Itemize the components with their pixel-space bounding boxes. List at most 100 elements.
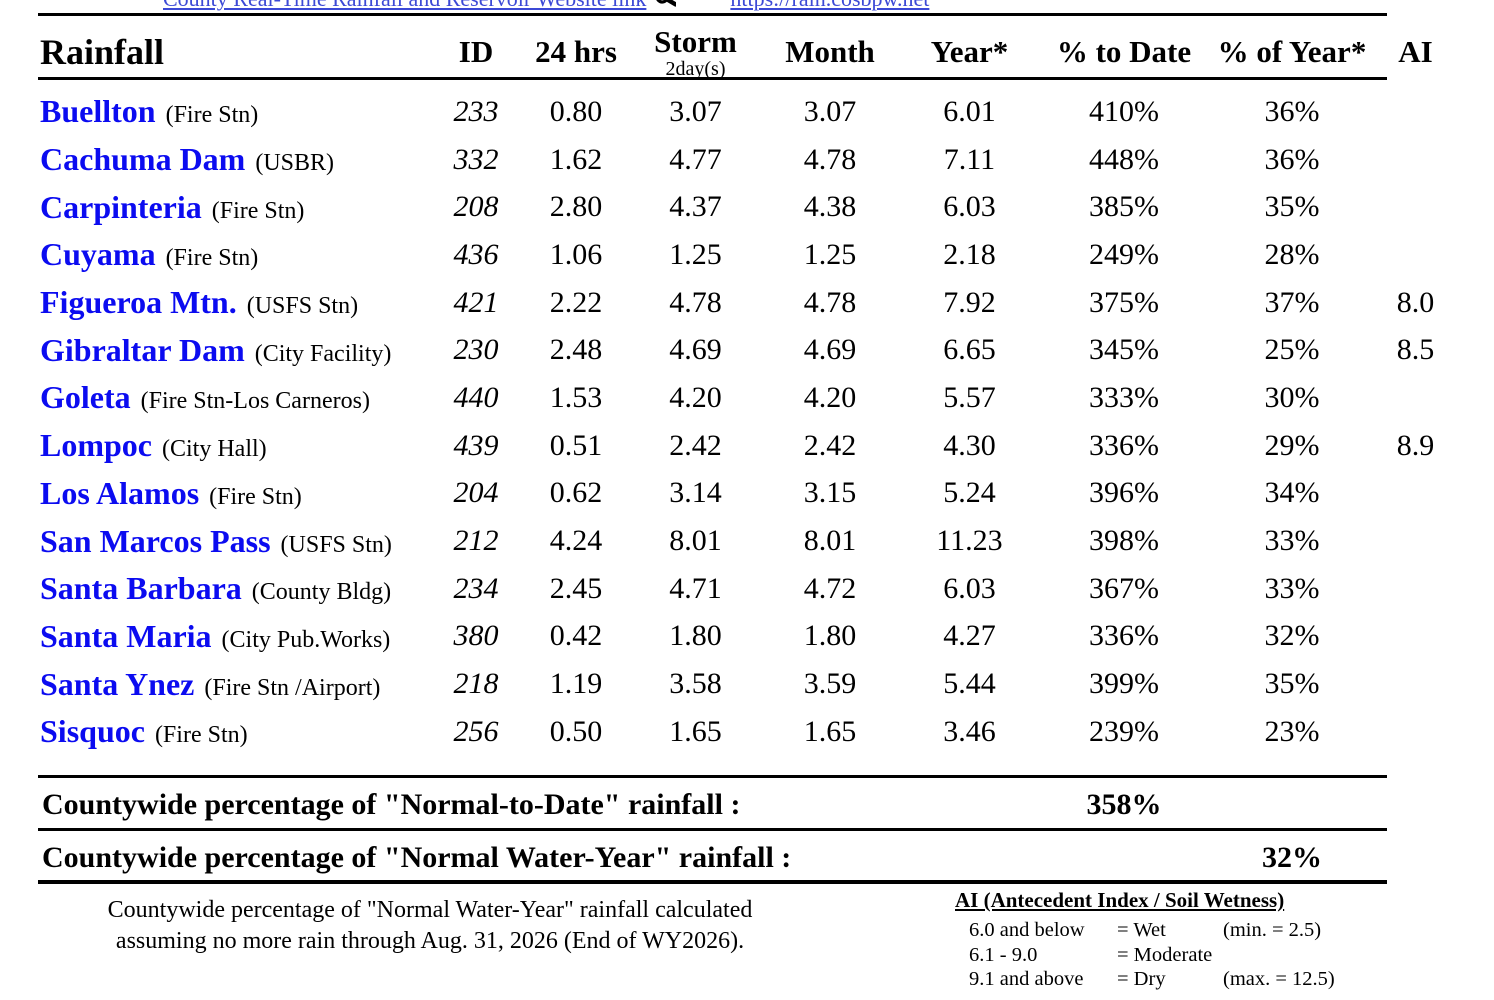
station-name-link[interactable]: Cachuma Dam	[40, 141, 246, 178]
pct-to-date: 336%	[1089, 428, 1159, 462]
pct-of-year: 35%	[1264, 667, 1320, 701]
table-row: San Marcos Pass (USFS Stn) 212 4.24 8.01 …	[40, 517, 1455, 565]
station-name-link[interactable]: Santa Ynez	[40, 665, 195, 702]
station-id: 218	[453, 667, 499, 701]
station-name-link[interactable]: San Marcos Pass	[40, 522, 271, 559]
rain-24hrs: 2.45	[549, 571, 603, 605]
rain-year: 2.18	[943, 237, 996, 271]
summary-label: Countywide percentage of "Normal Water-Y…	[42, 841, 792, 874]
station-type: (Fire Stn)	[165, 102, 259, 129]
ai-legend-title: AI (Antecedent Index / Soil Wetness)	[955, 888, 1285, 912]
ai-legend-row-wet: 6.0 and below = Wet (min. = 2.5)	[969, 918, 1375, 943]
table-row: Santa Barbara (County Bldg) 234 2.45 4.71…	[40, 565, 1455, 613]
col-header-month: Month	[785, 34, 875, 69]
magnifier-icon	[654, 0, 679, 16]
station-name-link[interactable]: Buellton	[40, 93, 156, 130]
station-name-link[interactable]: Gibraltar Dam	[40, 331, 245, 368]
pct-of-year: 25%	[1264, 333, 1320, 367]
footnote-line1: Countywide percentage of "Normal Water-Y…	[107, 897, 753, 923]
station-type: (City Pub.Works)	[221, 626, 391, 653]
pct-to-date: 399%	[1089, 667, 1159, 701]
ai-value	[1376, 565, 1455, 613]
rain-year: 6.03	[943, 190, 996, 224]
pct-to-date: 396%	[1089, 476, 1159, 510]
station-id: 421	[453, 285, 499, 319]
ai-value: 8.5	[1396, 333, 1435, 367]
summary-row-normal-to-date: Countywide percentage of "Normal-to-Date…	[0, 783, 1494, 827]
rain-24hrs: 2.48	[549, 333, 603, 367]
rain-month: 4.78	[803, 142, 857, 176]
station-id: 439	[453, 428, 499, 462]
rain-year: 7.92	[943, 285, 996, 319]
website-link[interactable]: County Real-Time Rainfall and Reservoir …	[163, 0, 646, 11]
ai-value	[1376, 517, 1455, 565]
col-header-year: Year*	[930, 34, 1009, 69]
station-name-link[interactable]: Goleta	[40, 379, 131, 416]
pct-to-date: 239%	[1089, 714, 1159, 748]
rain-storm: 8.01	[669, 524, 722, 558]
station-name-link[interactable]: Los Alamos	[40, 474, 200, 511]
divider-below-summary	[38, 880, 1387, 884]
ai-value	[1376, 88, 1455, 136]
ai-value: 8.0	[1396, 285, 1435, 319]
station-id: 230	[453, 333, 499, 367]
pct-to-date: 333%	[1089, 380, 1159, 414]
rain-storm: 3.58	[669, 667, 722, 701]
footnote-line2: assuming no more rain through Aug. 31, 2…	[115, 928, 745, 954]
rain-month: 1.65	[803, 714, 857, 748]
col-header-storm-label: Storm	[654, 23, 737, 59]
table-row: Los Alamos (Fire Stn) 204 0.62 3.14 3.15 …	[40, 470, 1455, 518]
ai-label: = Dry	[1117, 968, 1166, 990]
station-name-link[interactable]: Carpinteria	[40, 188, 202, 225]
ai-range: 6.1 - 9.0	[969, 943, 1038, 966]
station-name-link[interactable]: Sisquoc	[40, 713, 145, 750]
divider-top	[38, 13, 1387, 16]
pct-of-year: 33%	[1264, 571, 1320, 605]
ai-legend: AI (Antecedent Index / Soil Wetness) 6.0…	[955, 888, 1375, 992]
rain-24hrs: 0.50	[549, 714, 603, 748]
rain-year: 6.65	[943, 333, 996, 367]
rain-month: 1.80	[803, 619, 857, 653]
station-name-link[interactable]: Santa Barbara	[40, 570, 242, 607]
ai-value	[1376, 613, 1455, 661]
station-type: (Fire Stn)	[211, 197, 305, 224]
rain-24hrs: 1.06	[549, 237, 603, 271]
rain-month: 8.01	[803, 524, 857, 558]
table-row: Santa Maria (City Pub.Works) 380 0.42 1.8…	[40, 613, 1455, 661]
rain-month: 4.20	[803, 380, 857, 414]
rain-24hrs: 2.80	[549, 190, 603, 224]
ai-legend-row-moderate: 6.1 - 9.0 = Moderate	[969, 943, 1375, 968]
station-type: (USBR)	[255, 150, 335, 177]
station-name-link[interactable]: Cuyama	[40, 236, 156, 273]
pct-of-year: 30%	[1264, 380, 1320, 414]
ai-legend-row-dry: 9.1 and above = Dry (max. = 12.5)	[969, 967, 1375, 992]
rain-24hrs: 1.62	[549, 142, 603, 176]
website-link-line: County Real-Time Rainfall and Reservoir …	[163, 0, 929, 16]
ai-range: 9.1 and above	[969, 968, 1084, 990]
station-name-link[interactable]: Lompoc	[40, 427, 152, 464]
rain-storm: 4.78	[669, 285, 722, 319]
ai-range: 6.0 and below	[969, 919, 1085, 941]
rain-storm: 2.42	[669, 428, 722, 462]
rain-24hrs: 4.24	[549, 524, 603, 558]
rain-24hrs: 1.19	[549, 667, 603, 701]
ai-value	[1376, 660, 1455, 708]
rain-storm: 3.14	[669, 476, 722, 510]
station-id: 208	[453, 190, 499, 224]
website-url-link[interactable]: https://rain.cosbpw.net	[730, 0, 929, 11]
rain-year: 5.57	[943, 380, 996, 414]
station-type: (Fire Stn)	[165, 245, 259, 272]
pct-to-date: 367%	[1089, 571, 1159, 605]
rain-month: 2.42	[803, 428, 857, 462]
station-name-link[interactable]: Figueroa Mtn.	[40, 284, 237, 321]
ai-extra	[1223, 943, 1375, 968]
rain-24hrs: 0.62	[549, 476, 603, 510]
station-name-link[interactable]: Santa Maria	[40, 617, 212, 654]
rain-month: 3.07	[803, 94, 857, 128]
station-type: (USFS Stn)	[280, 531, 392, 558]
table-row: Figueroa Mtn. (USFS Stn) 421 2.22 4.78 4.…	[40, 279, 1455, 327]
ai-value	[1376, 374, 1455, 422]
pct-to-date: 345%	[1089, 333, 1159, 367]
station-id: 212	[453, 524, 499, 558]
